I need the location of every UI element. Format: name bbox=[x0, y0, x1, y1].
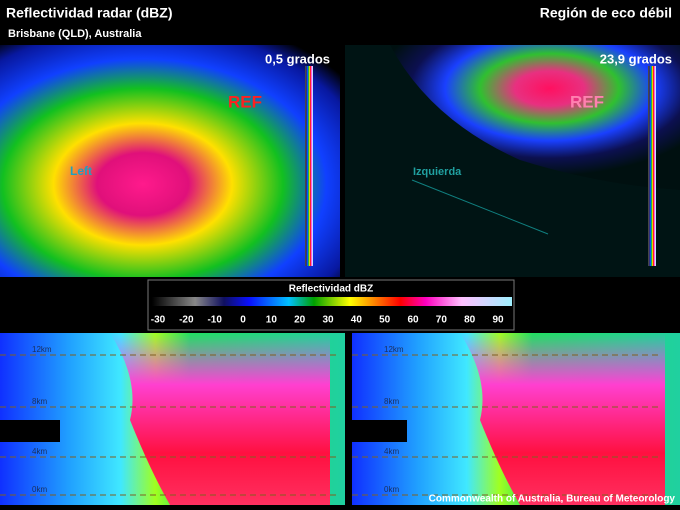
colorbar-tick-label: -20 bbox=[179, 315, 194, 326]
ref-label: REF bbox=[570, 92, 604, 111]
height-label: 8km bbox=[32, 397, 47, 406]
ppi-right bbox=[345, 45, 680, 277]
side-label: Izquierda bbox=[413, 166, 462, 178]
colorbar-tick-label: 40 bbox=[351, 315, 363, 326]
side-label: Left bbox=[70, 164, 92, 178]
subtitle: Brisbane (QLD), Australia bbox=[8, 28, 142, 40]
right-title: Región de eco débil bbox=[540, 5, 672, 21]
credit: Commonwealth of Australia, Bureau of Met… bbox=[429, 494, 676, 505]
height-label: 4km bbox=[32, 447, 47, 456]
colorbar bbox=[147, 279, 515, 331]
height-label: 0km bbox=[384, 485, 399, 494]
colorbar-tick-label: 20 bbox=[294, 315, 306, 326]
cross-section-right bbox=[352, 333, 680, 505]
colorbar-tick-label: 60 bbox=[407, 315, 419, 326]
colorbar-tick-label: 30 bbox=[322, 315, 334, 326]
colorbar-tick-label: 80 bbox=[464, 315, 476, 326]
ppi-left bbox=[0, 45, 340, 277]
colorbar-tick-label: 90 bbox=[492, 315, 504, 326]
cross-section-left bbox=[0, 333, 345, 505]
colorbar-tick-label: 10 bbox=[266, 315, 278, 326]
colorbar-tick-label: 0 bbox=[240, 315, 246, 326]
colorbar-tick-label: 70 bbox=[436, 315, 448, 326]
angle-label: 23,9 grados bbox=[600, 51, 672, 66]
height-label: 12km bbox=[384, 345, 404, 354]
colorbar-tick-label: 50 bbox=[379, 315, 391, 326]
height-label: 0km bbox=[32, 485, 47, 494]
height-label: 4km bbox=[384, 447, 399, 456]
colorbar-tick-label: -30 bbox=[151, 315, 166, 326]
colorbar-tick-label: -10 bbox=[207, 315, 222, 326]
height-label: 8km bbox=[384, 397, 399, 406]
angle-label: 0,5 grados bbox=[265, 51, 330, 66]
ref-label: REF bbox=[228, 92, 262, 111]
height-label: 12km bbox=[32, 345, 52, 354]
colorbar-title: Reflectividad dBZ bbox=[289, 284, 373, 295]
title: Reflectividad radar (dBZ) bbox=[6, 5, 172, 21]
